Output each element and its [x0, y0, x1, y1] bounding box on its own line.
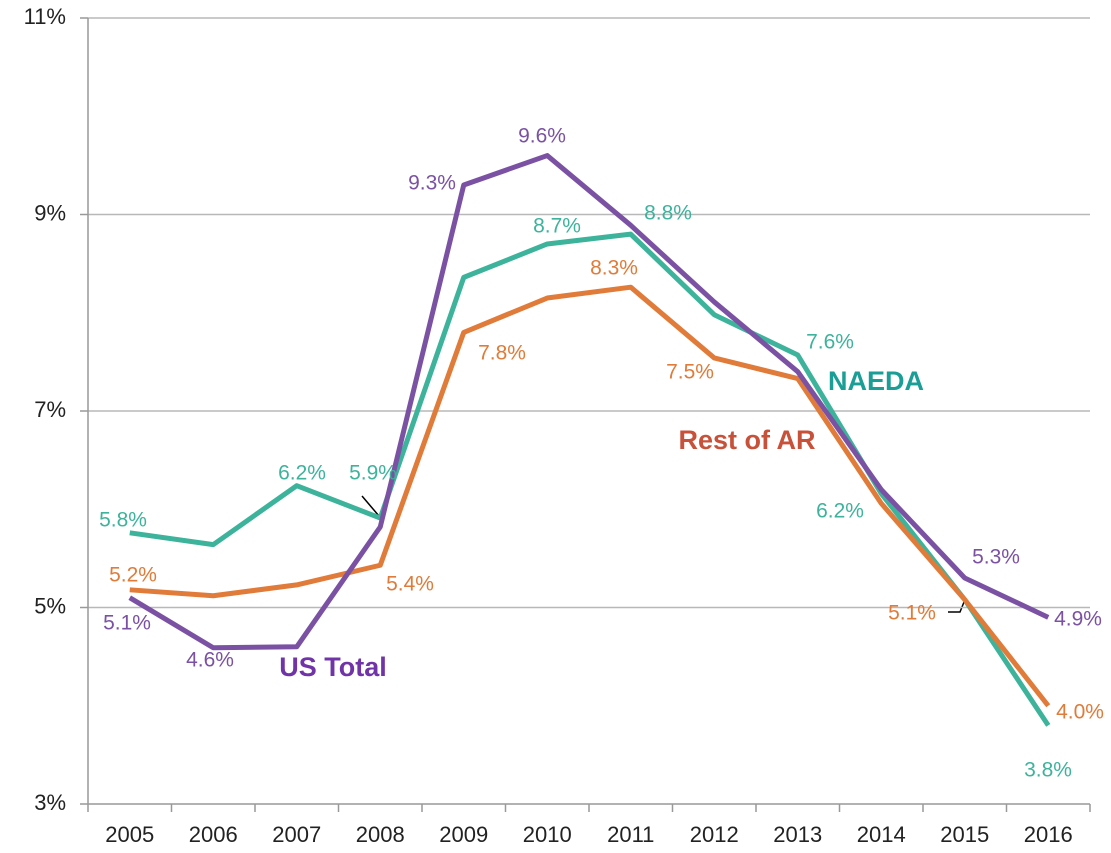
x-tick-label: 2009 [439, 822, 488, 847]
line-series [129, 231, 1051, 727]
x-tick-label: 2005 [105, 822, 154, 847]
x-tick-label: 2010 [523, 822, 572, 847]
data-label: 5.4% [386, 573, 434, 596]
x-tick-label: 2007 [272, 822, 321, 847]
data-label: 5.9% [349, 462, 397, 485]
x-tick-label: 2016 [1024, 822, 1073, 847]
data-label: 7.5% [666, 361, 714, 384]
data-label: 3.8% [1024, 759, 1072, 782]
data-label: 5.8% [99, 509, 147, 532]
data-label: 8.3% [590, 257, 638, 280]
data-label: 4.6% [186, 649, 234, 672]
data-label: 5.1% [888, 602, 936, 625]
data-label: 9.6% [518, 125, 566, 148]
x-tick-label: 2008 [356, 822, 405, 847]
x-tick-label: 2011 [607, 822, 654, 847]
y-tick-label: 9% [34, 200, 66, 225]
y-tick-label: 5% [34, 593, 66, 618]
data-label: 6.2% [816, 500, 864, 523]
line-series [128, 153, 1050, 651]
x-tick-label: 2014 [857, 822, 906, 847]
x-tick-label: 2006 [189, 822, 238, 847]
leader-line [948, 601, 965, 613]
y-tick-label: 11% [24, 4, 66, 29]
data-label: 5.2% [109, 564, 157, 587]
series-label: NAEDA [828, 366, 924, 396]
data-label: 6.2% [278, 462, 326, 485]
y-tick-label: 7% [34, 397, 66, 422]
data-label: 4.0% [1056, 701, 1104, 724]
x-tick-label: 2015 [940, 822, 989, 847]
y-tick-label: 3% [34, 790, 66, 815]
data-label: 5.1% [103, 612, 151, 635]
leader-line [361, 495, 380, 517]
data-label: 5.3% [972, 546, 1020, 569]
x-tick-label: 2013 [773, 822, 822, 847]
x-tick-label: 2012 [690, 822, 739, 847]
data-label: 7.8% [478, 342, 526, 365]
data-label: 8.7% [533, 215, 581, 238]
series-label: Rest of AR [678, 425, 815, 455]
data-label: 4.9% [1054, 608, 1102, 631]
data-label: 9.3% [408, 172, 456, 195]
data-label: 8.8% [644, 202, 692, 225]
data-label: 7.6% [806, 331, 854, 354]
series-label: US Total [279, 652, 387, 682]
line-series [129, 284, 1051, 708]
